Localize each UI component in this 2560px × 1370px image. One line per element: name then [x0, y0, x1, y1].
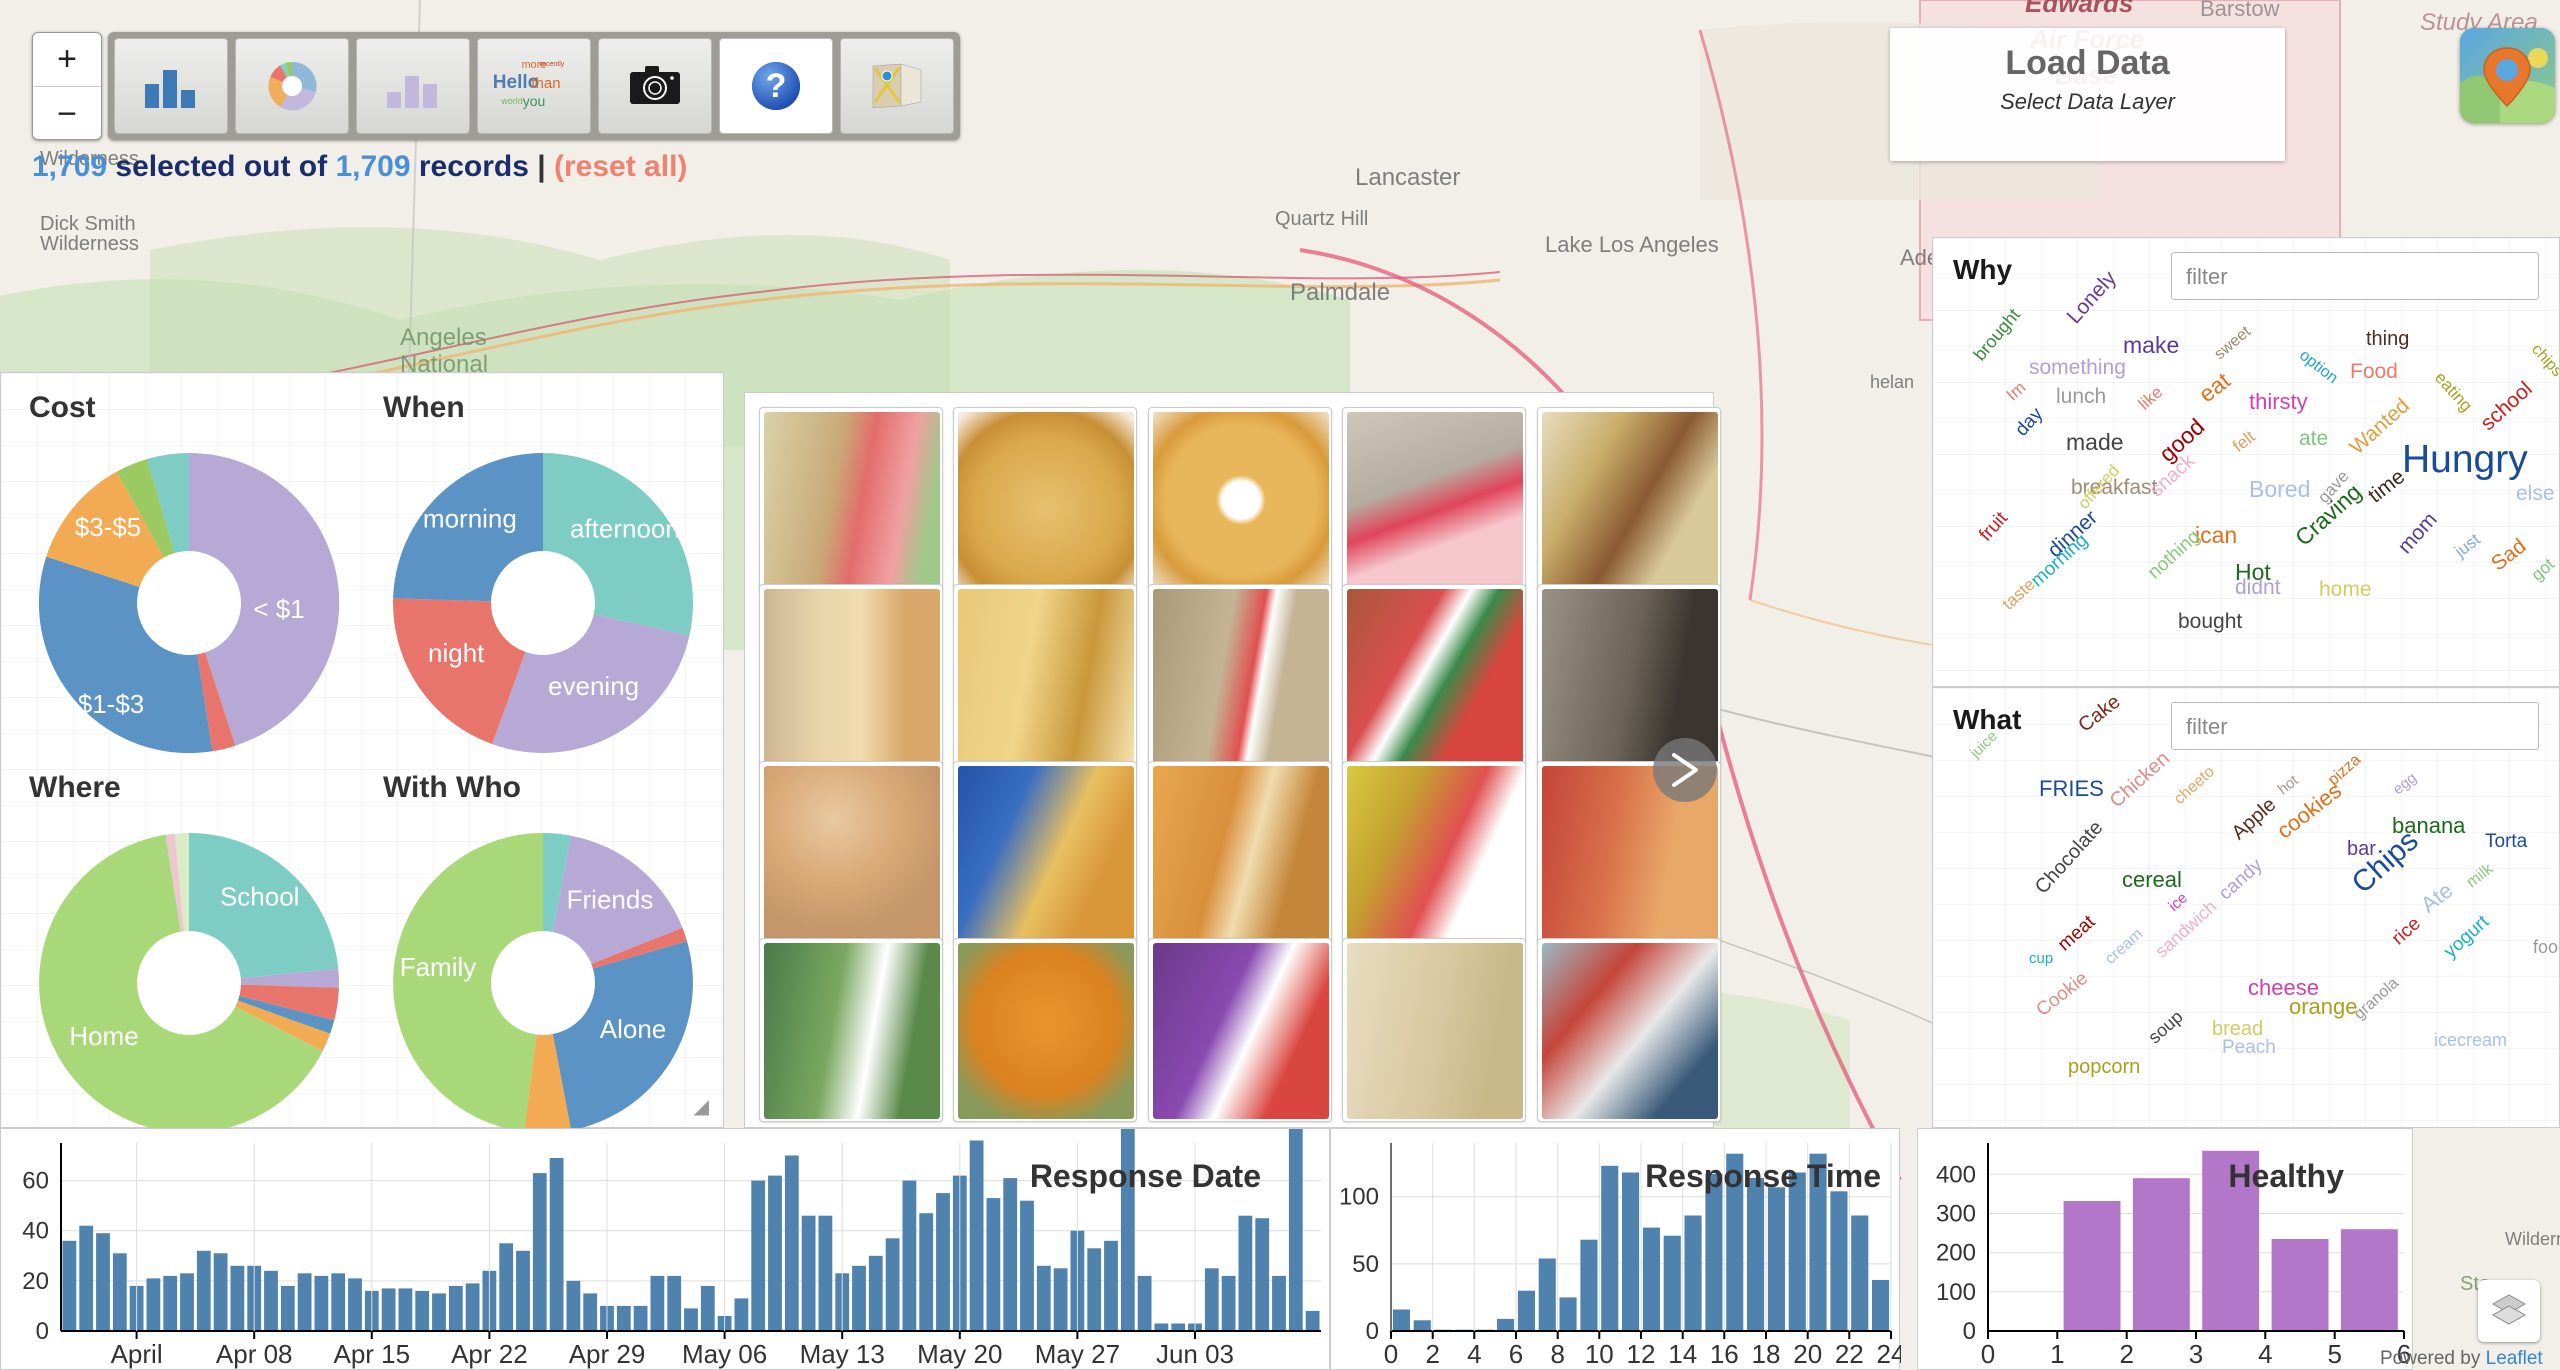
svg-text:2: 2	[2119, 1339, 2133, 1369]
svg-text:recently: recently	[540, 61, 565, 68]
svg-text:0: 0	[1963, 1318, 1976, 1345]
svg-text:100: 100	[1339, 1184, 1379, 1211]
svg-text:400: 400	[1936, 1161, 1976, 1188]
svg-text:1: 1	[2050, 1339, 2064, 1369]
svg-text:20: 20	[1793, 1339, 1822, 1369]
svg-text:Jun 03: Jun 03	[1156, 1339, 1234, 1369]
svg-text:night: night	[428, 638, 485, 668]
svg-text:evening: evening	[548, 671, 639, 701]
svg-text:Friends: Friends	[567, 884, 654, 914]
svg-text:12: 12	[1627, 1339, 1656, 1369]
svg-text:afternoon: afternoon	[570, 513, 680, 543]
svg-text:Wildern: Wildern	[2505, 1229, 2560, 1249]
svg-text:0: 0	[1981, 1339, 1995, 1369]
svg-text:Edwards: Edwards	[2025, 0, 2133, 18]
svg-text:Lake Los Angeles: Lake Los Angeles	[1545, 232, 1719, 257]
svg-text:Lancaster: Lancaster	[1355, 164, 1460, 191]
svg-text:40: 40	[22, 1218, 49, 1245]
svg-text:than: than	[531, 75, 560, 92]
svg-text:50: 50	[1352, 1251, 1379, 1278]
svg-text:Apr 08: Apr 08	[216, 1339, 293, 1369]
svg-text:Alone: Alone	[600, 1014, 667, 1044]
svg-text:May 27: May 27	[1035, 1339, 1120, 1369]
svg-text:200: 200	[1936, 1240, 1976, 1267]
svg-text:$3-$5: $3-$5	[75, 512, 142, 542]
svg-text:22: 22	[1835, 1339, 1864, 1369]
svg-text:helan: helan	[1870, 372, 1914, 392]
svg-text:April: April	[111, 1339, 163, 1369]
svg-text:4: 4	[2258, 1339, 2272, 1369]
svg-text:Angeles: Angeles	[400, 324, 487, 351]
svg-text:0: 0	[1384, 1339, 1398, 1369]
svg-text:May 06: May 06	[682, 1339, 767, 1369]
svg-text:Family: Family	[400, 952, 477, 982]
svg-text:< $1: < $1	[253, 594, 304, 624]
svg-text:Apr 29: Apr 29	[569, 1339, 646, 1369]
svg-text:6: 6	[1509, 1339, 1523, 1369]
svg-text:School: School	[220, 881, 300, 911]
svg-text:Barstow: Barstow	[2200, 0, 2280, 21]
svg-text:4: 4	[1467, 1339, 1481, 1369]
svg-text:May 20: May 20	[917, 1339, 1002, 1369]
svg-text:you: you	[523, 93, 546, 109]
svg-text:morning: morning	[423, 504, 517, 534]
svg-text:16: 16	[1710, 1339, 1739, 1369]
svg-text:May 13: May 13	[800, 1339, 885, 1369]
svg-text:5: 5	[2327, 1339, 2341, 1369]
svg-text:18: 18	[1752, 1339, 1781, 1369]
svg-text:0: 0	[36, 1318, 49, 1345]
svg-text:Wilderness: Wilderness	[40, 233, 139, 255]
svg-text:Response Time: Response Time	[1645, 1158, 1881, 1194]
svg-text:8: 8	[1550, 1339, 1564, 1369]
svg-text:2: 2	[1425, 1339, 1439, 1369]
svg-text:300: 300	[1936, 1201, 1976, 1228]
svg-text:10: 10	[1585, 1339, 1614, 1369]
svg-text:24: 24	[1877, 1339, 1901, 1369]
svg-text:100: 100	[1936, 1279, 1976, 1306]
svg-text:Dick Smith: Dick Smith	[40, 213, 136, 235]
svg-text:Palmdale: Palmdale	[1290, 279, 1390, 306]
svg-text:14: 14	[1668, 1339, 1697, 1369]
svg-text:?: ?	[766, 67, 787, 105]
svg-text:world: world	[500, 96, 523, 106]
svg-text:Quartz Hill: Quartz Hill	[1275, 208, 1368, 230]
svg-text:$1-$3: $1-$3	[78, 689, 145, 719]
svg-text:3: 3	[2189, 1339, 2203, 1369]
svg-text:60: 60	[22, 1168, 49, 1195]
svg-text:Apr 15: Apr 15	[333, 1339, 410, 1369]
svg-text:Home: Home	[69, 1021, 138, 1051]
svg-text:Response Date: Response Date	[1030, 1158, 1261, 1194]
svg-text:0: 0	[1366, 1318, 1379, 1345]
svg-text:20: 20	[22, 1268, 49, 1295]
svg-text:Healthy: Healthy	[2228, 1158, 2344, 1194]
svg-text:Apr 22: Apr 22	[451, 1339, 528, 1369]
